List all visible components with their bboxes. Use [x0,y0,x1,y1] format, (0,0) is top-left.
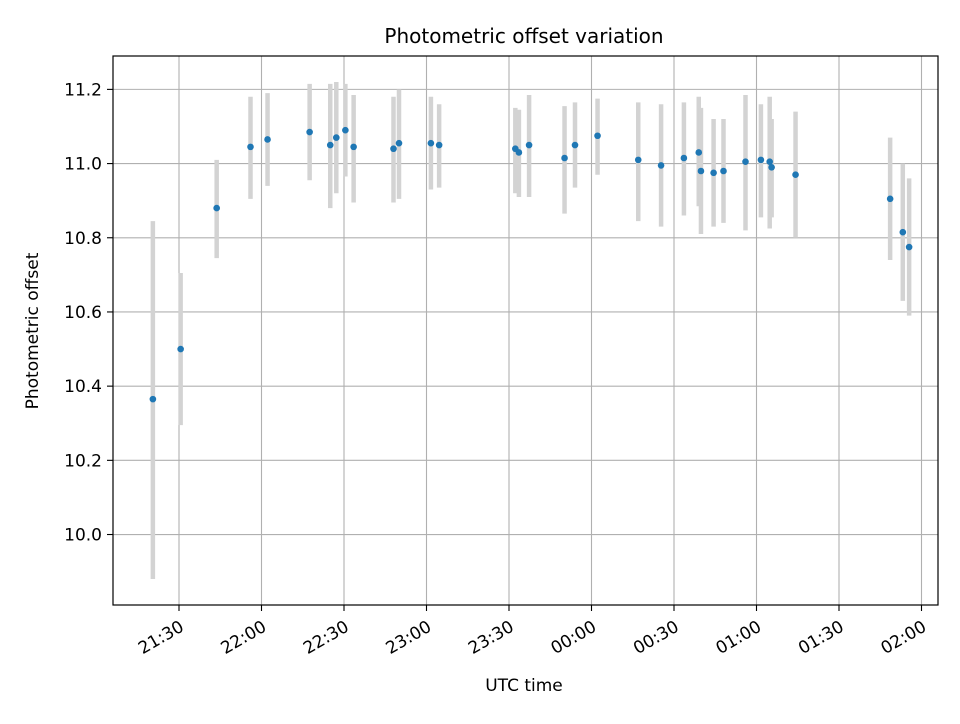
data-point [427,139,435,147]
data-point [149,395,157,403]
grid-lines [113,56,938,605]
data-point [886,195,894,203]
data-point [720,167,727,175]
data-point [742,158,749,166]
data-point [905,243,913,251]
chart-title: Photometric offset variation [384,24,663,48]
data-point [395,139,403,147]
y-tick-label: 10.4 [64,377,102,397]
y-tick-label: 11.0 [64,155,102,175]
y-tick-label: 10.2 [64,451,102,471]
y-axis-label: Photometric offset [23,252,43,409]
data-point [247,143,254,151]
data-point [326,141,334,149]
data-point [350,143,357,151]
y-tick-label: 11.2 [64,80,102,100]
data-point [213,204,220,212]
data-point [435,141,443,149]
y-tick-label: 10.8 [64,229,102,249]
data-point [177,345,184,353]
data-point [710,169,717,177]
data-point [757,156,765,164]
data-point [342,126,349,134]
y-axis-ticks: 10.0 10.2 10.4 10.6 10.8 11.0 11.2 [64,80,113,546]
data-point [657,162,665,169]
data-point [594,132,601,140]
data-point [766,158,773,166]
data-point [634,156,642,164]
data-point [525,141,533,149]
data-point [792,171,799,179]
data-point [515,149,523,156]
data-points [149,126,913,403]
y-tick-label: 10.6 [64,303,102,323]
data-point [306,128,313,136]
x-axis-label: UTC time [485,676,563,696]
data-point [561,154,568,162]
data-point [571,141,579,149]
data-point [768,163,775,171]
data-point [695,149,703,156]
plot-frame [112,55,939,606]
data-point [680,154,688,162]
data-point [333,134,340,141]
y-tick-label: 10.0 [64,526,102,546]
data-point [697,167,705,175]
data-point [264,136,271,143]
data-point [899,228,907,236]
data-point [390,145,397,153]
